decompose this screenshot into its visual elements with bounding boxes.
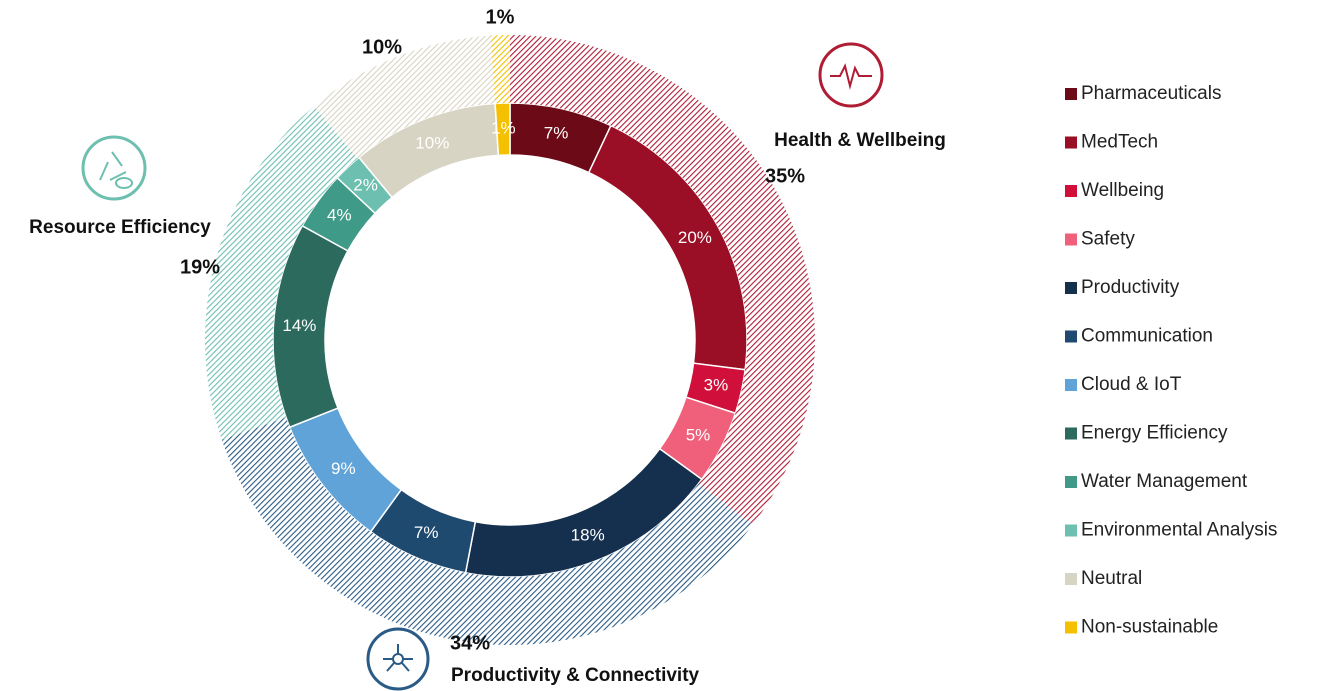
legend-label: Neutral — [1081, 568, 1142, 589]
donut-segment — [204, 106, 358, 440]
donut-segment — [490, 35, 510, 104]
group-label: Resource Efficiency — [29, 217, 211, 238]
legend-label: Environmental Analysis — [1081, 520, 1277, 541]
legend-label: Water Management — [1081, 471, 1248, 492]
value-label: 4% — [327, 205, 352, 224]
value-label: 1% — [491, 119, 516, 138]
legend-swatch — [1065, 282, 1077, 294]
legend-label: Communication — [1081, 326, 1213, 347]
donut-segment — [494, 102, 511, 157]
legend-label: Safety — [1081, 229, 1135, 250]
legend-swatch — [1065, 185, 1077, 197]
legend-label: Energy Efficiency — [1081, 423, 1228, 444]
value-label: 3% — [704, 376, 729, 395]
value-label: 1% — [486, 6, 515, 28]
value-label: 2% — [353, 176, 378, 195]
value-label: 20% — [678, 228, 712, 247]
legend-swatch — [1065, 379, 1077, 391]
legend-swatch — [1065, 621, 1077, 634]
value-label: 34% — [450, 632, 490, 654]
legend-swatch — [1065, 573, 1077, 585]
legend-swatch — [1065, 330, 1077, 343]
legend-swatch — [1065, 136, 1077, 149]
value-label: 5% — [686, 425, 711, 444]
value-label: 7% — [414, 523, 439, 542]
value-label: 14% — [282, 316, 316, 335]
icon-resource — [81, 135, 147, 201]
value-label: 35% — [765, 165, 805, 187]
icon-connectivity — [366, 627, 430, 691]
legend-swatch — [1065, 476, 1077, 488]
value-label: 7% — [544, 124, 569, 143]
value-label: 18% — [571, 526, 605, 545]
legend-label: Wellbeing — [1081, 180, 1164, 201]
group-label: Health & Wellbeing — [774, 130, 946, 151]
value-label: 10% — [415, 133, 449, 152]
value-label: 9% — [331, 459, 356, 478]
legend-label: Pharmaceuticals — [1081, 83, 1221, 104]
legend-label: Productivity — [1081, 277, 1180, 298]
legend-label: Non-sustainable — [1081, 617, 1218, 638]
legend-swatch — [1065, 524, 1077, 537]
donut-segment — [510, 35, 815, 525]
legend-swatch — [1065, 233, 1077, 246]
donut-segment — [221, 417, 753, 645]
legend-label: MedTech — [1081, 132, 1158, 153]
icon-health — [818, 42, 884, 108]
donut-segment — [313, 35, 495, 159]
value-label: 19% — [180, 256, 220, 278]
value-label: 10% — [362, 36, 402, 58]
legend-swatch — [1065, 88, 1077, 100]
legend-label: Cloud & IoT — [1081, 374, 1182, 395]
group-label: Productivity & Connectivity — [451, 665, 700, 686]
legend-swatch — [1065, 427, 1077, 440]
